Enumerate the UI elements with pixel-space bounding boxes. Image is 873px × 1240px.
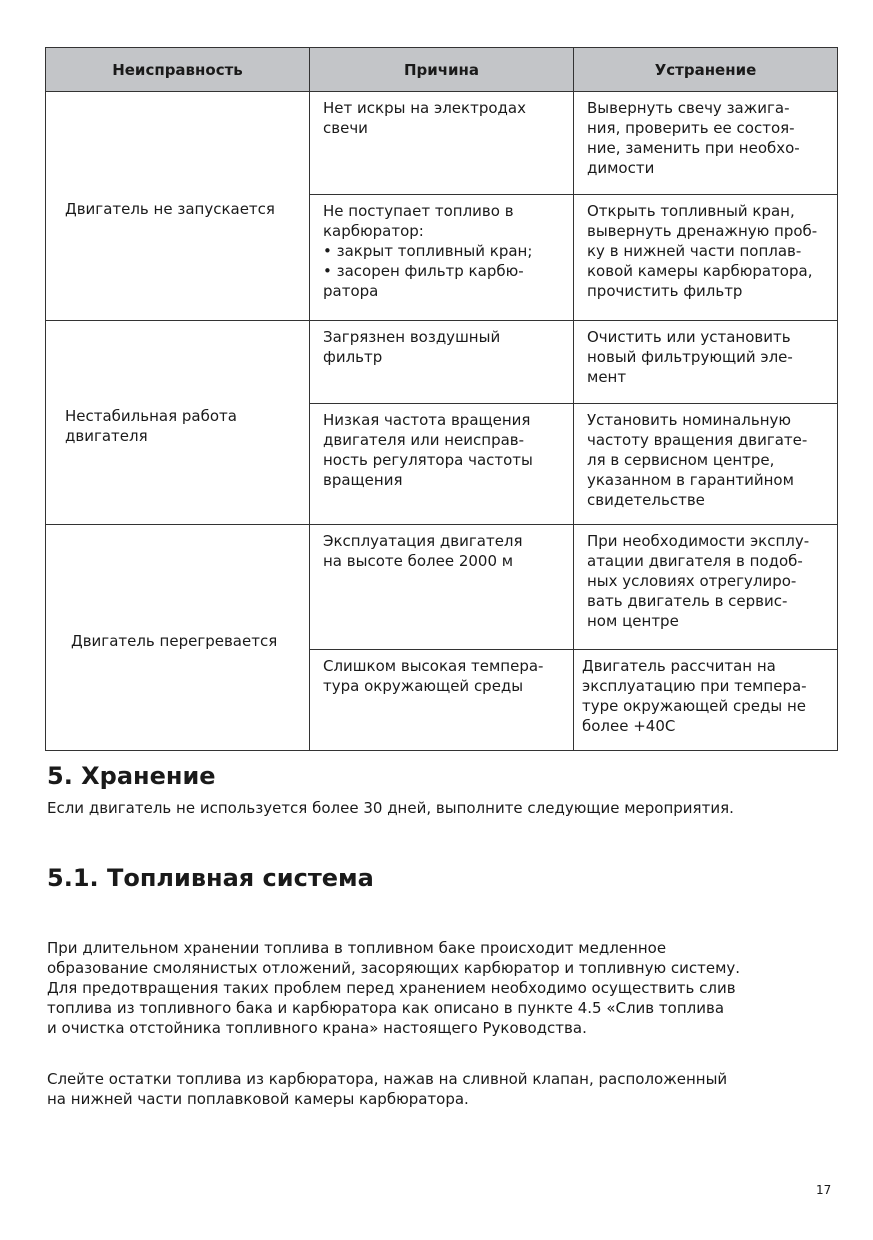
section-5-1-paragraph-2: Слейте остатки топлива из карбюратора, н… xyxy=(47,1070,728,1108)
table-row: Двигатель перегревается Эксплуатация дви… xyxy=(45,524,838,751)
cause-cell: Эксплуатация двигателя на высоте более 2… xyxy=(309,524,574,650)
cause-cell: Загрязнен воздушный фильтр xyxy=(309,320,574,404)
cause-cell: Низкая частота вращения двигателя или не… xyxy=(309,403,574,525)
table-row: Не поступает топливо в карбюратор: • зак… xyxy=(46,194,838,321)
section-5-1-paragraph-1: При длительном хранении топлива в топлив… xyxy=(47,939,741,1037)
table-row: Слишком высокая темпера- тура окружающей… xyxy=(46,649,838,751)
troubleshooting-table: Неисправность Причина Устранение Двигате… xyxy=(45,47,838,751)
fix-cell: Установить номинальную частоту вращения … xyxy=(573,403,838,525)
table-row: Низкая частота вращения двигателя или не… xyxy=(46,403,838,525)
cause-cell: Нет искры на электродах свечи xyxy=(309,91,574,195)
fix-cell: Открыть топливный кран, вывернуть дренаж… xyxy=(573,194,838,321)
section-5-1-title: 5.1. Топливная система xyxy=(47,864,374,892)
header-cause: Причина xyxy=(309,47,574,92)
section-5-text: Если двигатель не используется более 30 … xyxy=(47,799,734,817)
fault-cell: Нестабильная работа двигателя xyxy=(45,320,310,525)
header-fault: Неисправность xyxy=(45,47,310,92)
table-header-row: Неисправность Причина Устранение xyxy=(45,47,838,92)
cause-cell: Слишком высокая темпера- тура окружающей… xyxy=(309,649,574,751)
section-5-title: 5. Хранение xyxy=(47,762,216,790)
table-row: Двигатель не запускается Нет искры на эл… xyxy=(45,91,838,321)
page-number: 17 xyxy=(816,1183,832,1197)
table-row: Нестабильная работа двигателя Загрязнен … xyxy=(45,320,838,525)
header-fix: Устранение xyxy=(573,47,838,92)
fix-cell: При необходимости эксплу- атации двигате… xyxy=(573,524,838,650)
fix-cell: Вывернуть свечу зажига- ния, проверить е… xyxy=(573,91,838,195)
cause-cell: Не поступает топливо в карбюратор: • зак… xyxy=(309,194,574,321)
fix-cell: Двигатель рассчитан на эксплуатацию при … xyxy=(573,649,838,751)
fault-cell: Двигатель не запускается xyxy=(45,91,310,321)
fix-cell: Очистить или установить новый фильтрующи… xyxy=(573,320,838,404)
fault-cell: Двигатель перегревается xyxy=(45,524,310,751)
